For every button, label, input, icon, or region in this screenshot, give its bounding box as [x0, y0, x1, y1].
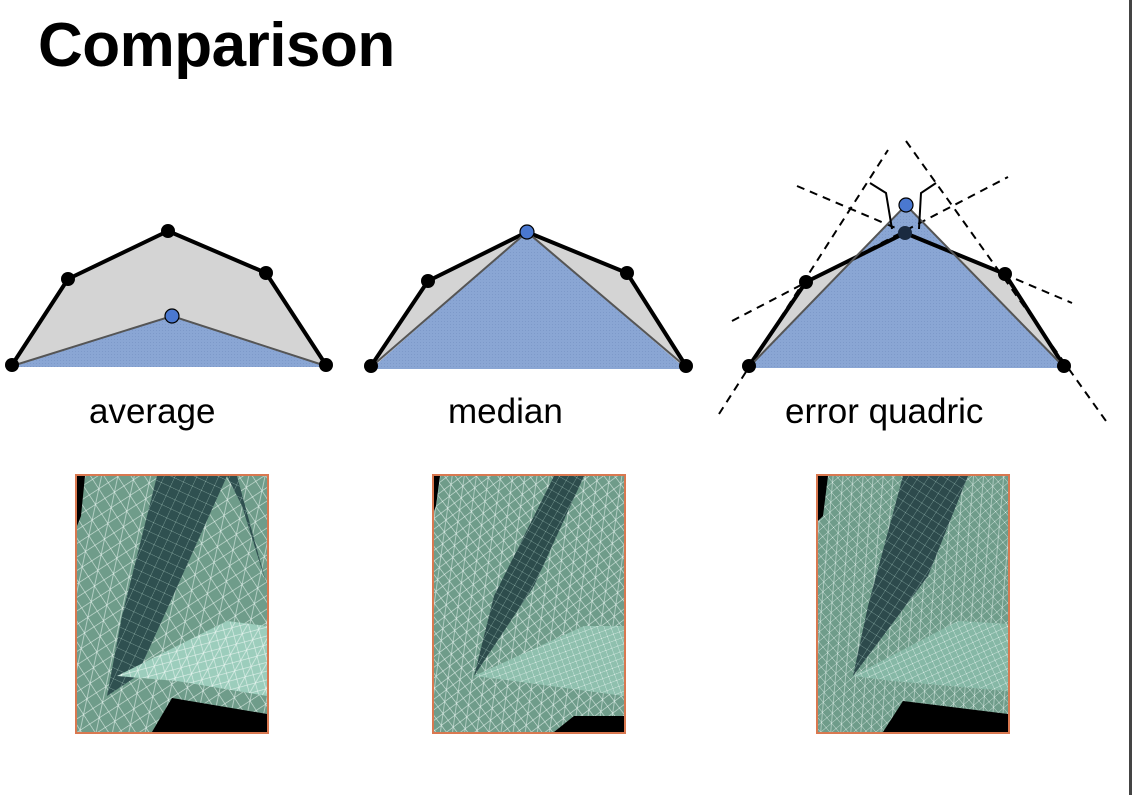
mesh-image [818, 476, 1008, 732]
mesh-render-error-quadric [816, 474, 1010, 734]
vertex [61, 272, 75, 286]
vertex [161, 224, 175, 238]
vertex [998, 267, 1012, 281]
vertex [620, 266, 634, 280]
method-label-error-quadric: error quadric [785, 392, 984, 431]
result-triangle [371, 232, 686, 369]
vertex [5, 358, 19, 372]
result-triangle [749, 205, 1064, 368]
distance-bracket [869, 182, 893, 230]
distance-bracket [918, 182, 937, 230]
new-vertex [519, 224, 535, 240]
vertex [421, 274, 435, 288]
plane-line [796, 185, 1073, 304]
method-label-average: average [89, 392, 216, 431]
mesh-render-median [432, 474, 626, 734]
slide-right-border [1129, 0, 1132, 795]
method-label-median: median [448, 392, 563, 431]
median-diagram [364, 224, 693, 373]
vertex [1057, 359, 1071, 373]
vertex [679, 359, 693, 373]
vertex [364, 359, 378, 373]
vertex [799, 275, 813, 289]
slide-title: Comparison [38, 11, 395, 80]
result-triangle [12, 316, 326, 367]
new-vertex [164, 308, 180, 324]
original-polygon [12, 231, 326, 365]
vertex [898, 226, 912, 240]
vertex [319, 358, 333, 372]
plane-line [905, 140, 1107, 422]
new-vertex [898, 197, 914, 213]
average-diagram [5, 224, 333, 372]
error-quadric-diagram [718, 140, 1107, 422]
vertex [259, 266, 273, 280]
vertex-placement-diagrams [5, 140, 1107, 422]
mesh-render-average [75, 474, 269, 734]
mesh-image [434, 476, 624, 732]
mesh-image [77, 476, 267, 732]
vertex [742, 359, 756, 373]
